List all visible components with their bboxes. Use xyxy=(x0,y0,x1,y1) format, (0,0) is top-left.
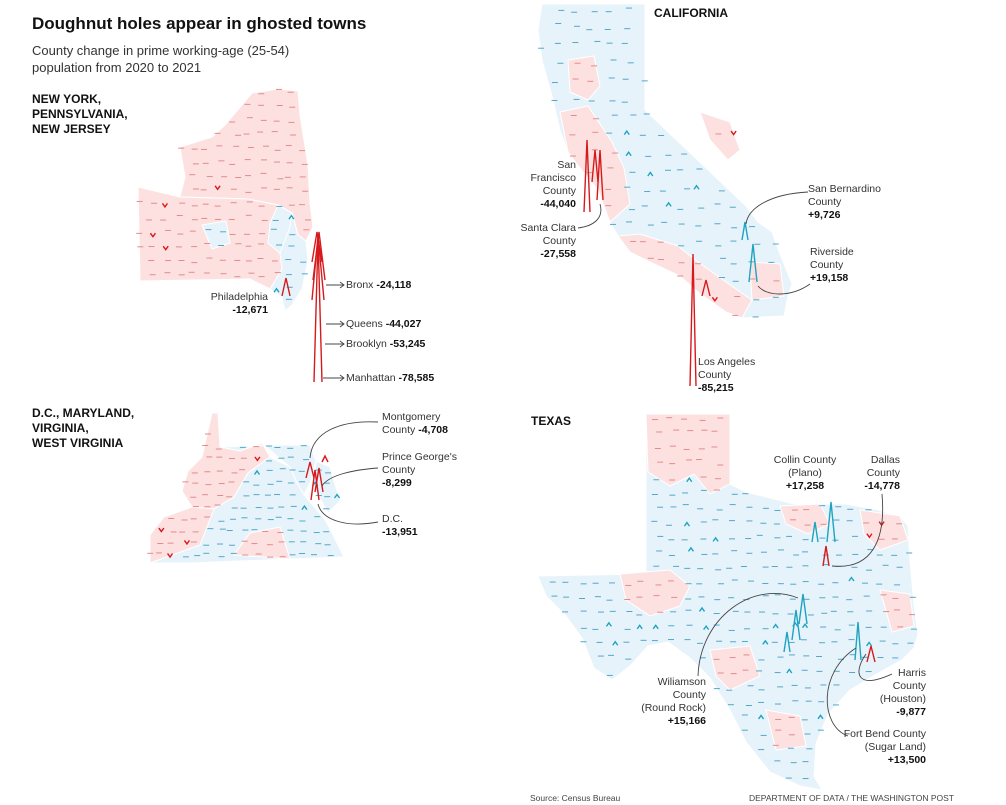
county-marks-ca xyxy=(538,7,780,318)
county-mark xyxy=(665,201,672,207)
county-mark xyxy=(693,184,700,190)
label-williamson: Wiliamson County (Round Rock) +15,166 xyxy=(641,676,706,727)
new-jersey-state-shape xyxy=(269,211,309,312)
label-san-bernardino: San Bernardino County +9,726 xyxy=(808,183,881,221)
county-mark xyxy=(254,456,261,462)
region-title-ny: NEW YORK, PENNSYLVANIA, NEW JERSEY xyxy=(32,92,128,136)
county-mark xyxy=(166,553,174,559)
county-marks-dc xyxy=(147,433,341,559)
label-riverside: Riverside County +19,158 xyxy=(810,246,854,284)
label-queens: Queens -44,027 xyxy=(346,318,422,330)
map-dc-md-va-wv xyxy=(147,412,345,564)
county-mark xyxy=(301,504,308,511)
label-harris: Harris County (Houston) -9,877 xyxy=(879,667,926,718)
county-mark xyxy=(273,287,280,293)
label-santa-clara: Santa Clara County -27,558 xyxy=(520,222,576,260)
region-title-ca: CALIFORNIA xyxy=(654,6,728,20)
source-note: Source: Census Bureau xyxy=(530,793,621,803)
county-mark xyxy=(711,296,718,302)
county-mark xyxy=(758,714,765,720)
region-title-tx: TEXAS xyxy=(531,414,572,428)
county-mark xyxy=(687,546,695,552)
county-mark xyxy=(625,151,632,157)
county-mark xyxy=(801,623,809,629)
county-mark xyxy=(333,493,341,499)
label-philadelphia: Philadelphia -12,671 xyxy=(210,291,268,316)
county-mark xyxy=(162,245,169,251)
county-mark xyxy=(183,540,190,546)
county-mark xyxy=(683,521,691,527)
county-mark xyxy=(605,621,612,627)
label-manhattan: Manhattan -78,585 xyxy=(346,372,435,384)
county-marks-ny xyxy=(136,88,311,300)
map-ny-pa-nj xyxy=(136,88,314,312)
label-dc: D.C. -13,951 xyxy=(382,513,418,538)
label-bronx: Bronx -24,118 xyxy=(346,279,412,291)
county-mark xyxy=(647,171,654,177)
county-mark xyxy=(612,640,619,646)
label-dallas: Dallas County -14,778 xyxy=(864,454,900,492)
label-montgomery: Montgomery County -4,708 xyxy=(382,411,448,436)
county-mark xyxy=(149,232,156,238)
county-mark xyxy=(817,714,824,720)
county-mark xyxy=(712,536,719,542)
county-mark xyxy=(848,576,855,582)
region-title-dc: D.C., MARYLAND, VIRGINIA, WEST VIRGINIA xyxy=(32,406,135,450)
county-mark xyxy=(253,469,261,475)
county-mark xyxy=(686,477,693,483)
map-california xyxy=(537,3,793,319)
label-prince-georges: Prince George's County -8,299 xyxy=(382,451,457,489)
county-mark xyxy=(730,130,737,136)
label-san-francisco: San Francisco County -44,040 xyxy=(530,159,576,210)
county-mark xyxy=(288,214,295,220)
chart-subtitle: County change in prime working-age (25-5… xyxy=(32,43,290,75)
label-collin: Collin County (Plano) +17,258 xyxy=(773,454,837,492)
county-mark xyxy=(158,527,165,533)
county-mark xyxy=(623,129,630,136)
label-fort-bend: Fort Bend County (Sugar Land) +13,500 xyxy=(843,728,926,766)
county-mark xyxy=(214,185,221,191)
county-mark xyxy=(652,624,659,630)
label-brooklyn: Brooklyn -53,245 xyxy=(346,338,426,350)
county-mark xyxy=(866,641,873,647)
chart-title: Doughnut holes appear in ghosted towns xyxy=(32,14,367,33)
label-los-angeles: Los Angeles County -85,215 xyxy=(698,356,756,394)
credit-note: DEPARTMENT OF DATA / THE WASHINGTON POST xyxy=(749,793,954,803)
county-mark xyxy=(161,202,169,209)
county-mark xyxy=(636,624,643,630)
